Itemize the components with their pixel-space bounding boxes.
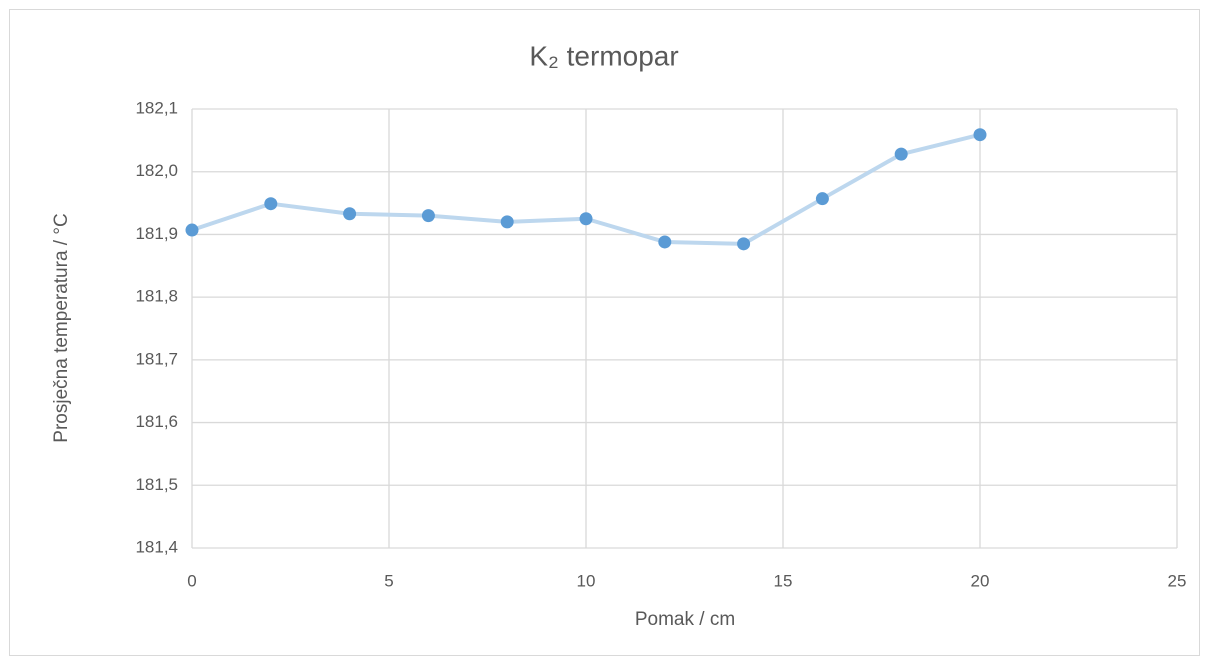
x-tick-label: 5 (384, 571, 393, 590)
data-point (264, 197, 278, 211)
x-tick-label: 20 (971, 571, 990, 590)
x-axis-label: Pomak / cm (635, 609, 735, 630)
y-tick-label: 181,6 (135, 412, 178, 431)
data-point (185, 223, 199, 237)
y-tick-label: 182,0 (135, 161, 178, 180)
y-tick-label: 181,7 (135, 349, 178, 368)
data-point (343, 207, 357, 221)
chart-title: K₂ termopar (529, 40, 678, 71)
chart-border (9, 9, 1200, 656)
data-point (658, 235, 672, 249)
x-tick-label: 10 (577, 571, 596, 590)
y-tick-label: 181,9 (135, 224, 178, 243)
x-tick-label: 15 (774, 571, 793, 590)
y-axis-label: Prosječna temperatura / °C (51, 213, 72, 442)
data-point (737, 237, 751, 251)
data-point (815, 192, 829, 206)
x-tick-label: 25 (1168, 571, 1187, 590)
y-tick-label: 181,5 (135, 475, 178, 494)
data-point (421, 209, 435, 223)
data-point (973, 128, 987, 142)
y-tick-label: 182,1 (135, 98, 178, 117)
y-tick-label: 181,8 (135, 287, 178, 306)
data-point (579, 212, 593, 226)
x-tick-label: 0 (187, 571, 196, 590)
data-point (894, 147, 908, 161)
data-point (500, 215, 514, 229)
y-tick-label: 181,4 (135, 537, 178, 556)
